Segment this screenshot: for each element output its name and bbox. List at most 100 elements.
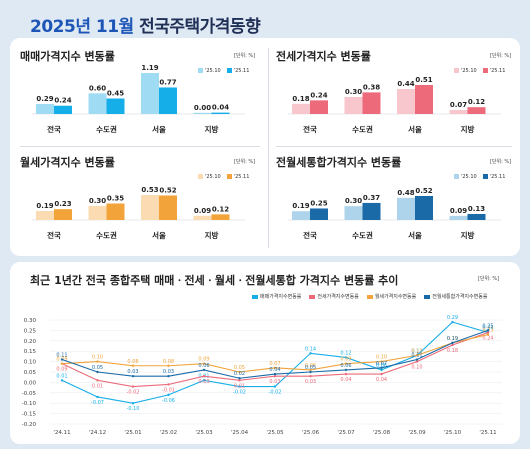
legend-label: 매매가격지수변동률 <box>260 294 302 300</box>
mini-chart-legend-3: '25.10 '25.11 <box>454 174 505 180</box>
bar-서울-0 <box>141 73 159 114</box>
category-label: 지방 <box>461 124 475 134</box>
line-legend-item: 전월세통합가격지수변동률 <box>424 293 487 300</box>
bar-value-label: 0.07 <box>450 101 467 109</box>
bar-전국-1 <box>54 105 72 114</box>
line-chart-title: 최근 1년간 전국 종합주택 매매ㆍ전세ㆍ월세ㆍ전월세통합 가격지수 변동률 추… <box>30 274 399 287</box>
bar-value-label: 0.52 <box>415 187 432 195</box>
bar-value-label: 0.37 <box>363 194 380 202</box>
category-label: 수도권 <box>96 230 117 240</box>
bar-수도권-0 <box>88 93 107 114</box>
bar-수도권-1 <box>106 98 125 114</box>
mini-chart-title-3: 전월세통합가격지수 변동률 <box>276 156 402 169</box>
bar-value-label: 0.09 <box>194 207 211 215</box>
category-label: 지방 <box>461 230 475 240</box>
category-label: 수도권 <box>352 230 373 240</box>
legend-swatch <box>309 294 316 299</box>
horizontal-divider-left <box>20 146 260 147</box>
bar-value-label: 0.23 <box>54 200 71 208</box>
bar-지방-1 <box>467 214 486 220</box>
legend-swatch <box>198 68 203 73</box>
line-chart-legend: 매매가격지수변동률 전세가격지수변동률 월세가격지수변동률 전월세통합가격지수변동률 <box>252 293 495 300</box>
bar-전국-0 <box>36 211 54 220</box>
bar-지방-1 <box>211 214 230 220</box>
legend-swatch <box>482 174 488 179</box>
bar-수도권-1 <box>362 92 381 114</box>
bar-value-label: 0.30 <box>89 197 106 205</box>
bar-value-label: 0.51 <box>415 76 432 84</box>
legend-swatch <box>454 68 459 73</box>
mini-chart-unit-3: [단위: %] <box>490 159 512 165</box>
line-legend-item: 매매가격지수변동률 <box>252 293 301 300</box>
page-title-year: 2025년 11월 <box>30 17 134 37</box>
bar-지방-0 <box>193 215 212 220</box>
bar-서울-1 <box>415 196 433 220</box>
bar-전국-1 <box>310 100 328 114</box>
bottom-panel <box>10 262 520 444</box>
page-title: 2025년 11월 전국주택가격동향 <box>30 12 261 37</box>
mini-chart-legend-2: '25.10 '25.11 <box>198 174 249 180</box>
bar-지방-0 <box>449 110 468 114</box>
page-title-rest: 전국주택가격동향 <box>139 17 261 37</box>
bar-서울-1 <box>159 195 177 220</box>
bar-서울-1 <box>159 87 177 114</box>
bar-value-label: 0.29 <box>36 95 53 103</box>
legend-swatch <box>482 68 488 73</box>
bar-value-label: 0.30 <box>345 88 362 96</box>
legend-label: 전월세통합가격지수변동률 <box>432 294 488 300</box>
category-label: 수도권 <box>352 124 373 134</box>
bar-서울-1 <box>415 85 433 114</box>
mini-chart-unit-1: [단위: %] <box>490 53 512 59</box>
mini-chart-title-0: 매매가격지수 변동률 <box>20 50 115 63</box>
legend-label: '25.11 <box>233 174 250 180</box>
mini-bar-chart-1: 0.18 0.24 전국 0.300.38 수도권 0.44 0.51 서울 0.07 0.12 지… <box>288 76 501 134</box>
vertical-divider <box>268 48 269 248</box>
legend-label: '25.10 <box>205 174 221 180</box>
mini-chart-unit-2: [단위: %] <box>234 159 256 165</box>
category-label: 지방 <box>205 230 219 240</box>
horizontal-divider-right <box>276 146 512 147</box>
bar-value-label: 0.38 <box>363 83 380 91</box>
bar-value-label: 0.77 <box>159 78 176 86</box>
legend-swatch <box>226 174 232 179</box>
legend-label: '25.11 <box>233 68 250 74</box>
bar-value-label: 0.53 <box>141 186 158 194</box>
bar-value-label: 0.18 <box>292 95 309 103</box>
category-label: 서울 <box>408 230 422 240</box>
category-label: 전국 <box>47 124 61 134</box>
bar-value-label: 0.52 <box>159 186 176 194</box>
bar-서울-0 <box>141 195 159 220</box>
bar-서울-0 <box>397 197 415 220</box>
line-legend-item: 월세가격지수변동률 <box>366 293 416 300</box>
bar-전국-0 <box>36 104 54 114</box>
bar-value-label: 0.25 <box>310 199 327 207</box>
category-label: 전국 <box>303 124 317 134</box>
bar-value-label: 0.48 <box>397 189 414 197</box>
legend-swatch <box>366 294 373 299</box>
mini-chart-title-2: 월세가격지수 변동률 <box>20 156 115 169</box>
bar-value-label: 0.00 <box>194 104 211 112</box>
bar-value-label: 0.04 <box>212 104 229 112</box>
legend-label: '25.10 <box>461 174 477 180</box>
legend-label: '25.11 <box>489 68 506 74</box>
bar-전국-1 <box>310 208 328 220</box>
bar-value-label: 0.19 <box>292 202 309 210</box>
category-label: 서울 <box>152 124 166 134</box>
bar-value-label: 0.12 <box>468 98 485 106</box>
bar-수도권-0 <box>88 205 107 220</box>
bar-value-label: 0.45 <box>107 89 124 97</box>
legend-swatch <box>226 68 232 73</box>
mini-bar-chart-0: 0.29 0.24 전국 0.600.45 수도권 1.190.77 서울 0.00 0.04 지… <box>32 64 245 134</box>
bar-지방-0 <box>449 215 468 220</box>
legend-label: '25.11 <box>489 174 506 180</box>
mini-chart-unit-0: [단위: %] <box>234 53 256 59</box>
mini-bar-chart-2: 0.19 0.23 전국 0.30 0.35 수도권 0.53 0.52 서울 0.09 0.12 지… <box>32 186 245 240</box>
category-label: 전국 <box>47 230 61 240</box>
mini-chart-legend-0: '25.10 '25.11 <box>198 68 249 74</box>
bar-value-label: 0.12 <box>212 205 229 213</box>
bar-전국-0 <box>292 103 310 114</box>
legend-label: '25.10 <box>461 68 477 74</box>
bar-서울-0 <box>397 88 415 114</box>
bar-전국-0 <box>292 211 310 220</box>
legend-swatch <box>424 294 431 299</box>
